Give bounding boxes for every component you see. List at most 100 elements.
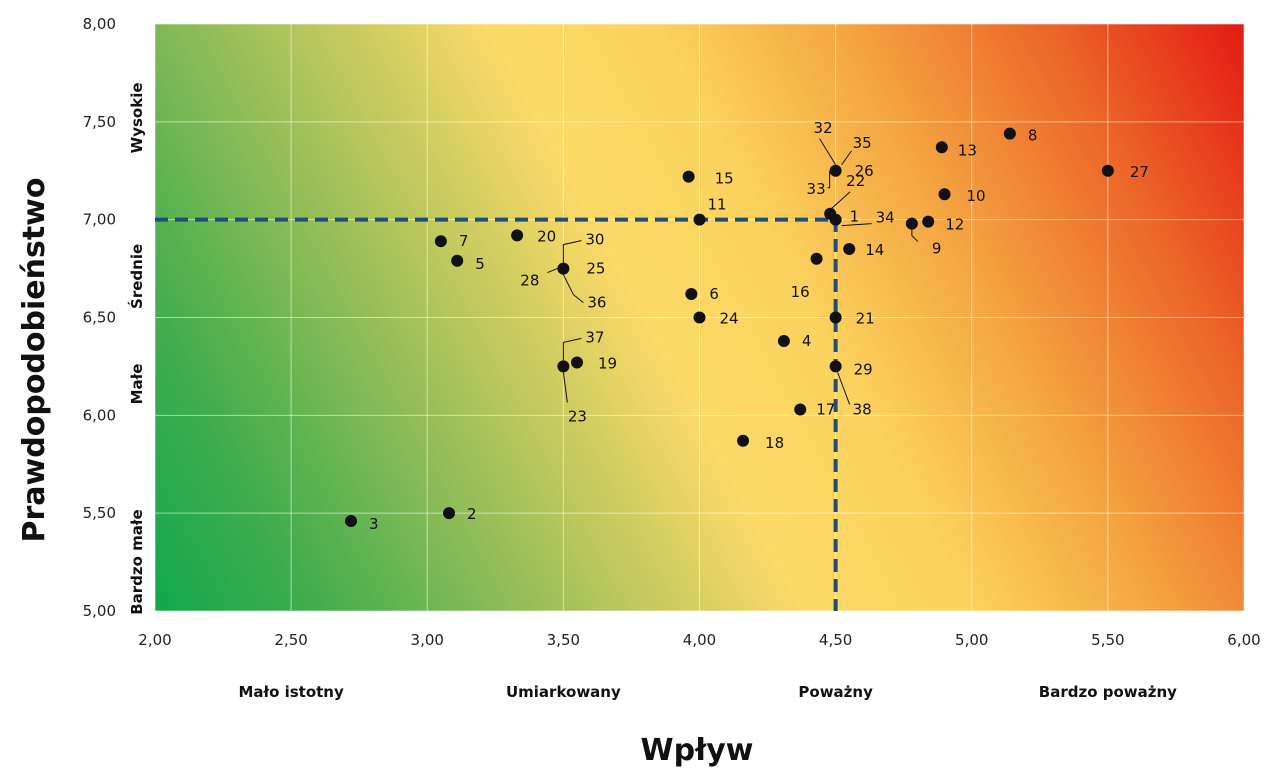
data-point	[777, 334, 790, 347]
leader-line	[829, 191, 851, 211]
y-axis-ticks: 5,00 5,50 6,00 6,50 7,00 7,50 8,00	[83, 15, 116, 620]
point-labels: 1234567891011121314151617181920212223242…	[369, 119, 1149, 533]
point-label: 29	[854, 360, 873, 378]
point-label: 24	[720, 310, 739, 328]
data-points	[345, 127, 1114, 527]
data-point	[1003, 127, 1016, 140]
x-axis-ticks: 2,00 2,50 3,00 3,50 4,00 4,50 5,00 5,50 6,00	[138, 631, 1260, 649]
data-point	[693, 213, 706, 226]
data-point	[829, 164, 842, 177]
leader-line	[827, 170, 831, 189]
point-label: 20	[537, 227, 556, 245]
leader-line	[562, 337, 582, 361]
x-tick-label: 2,00	[138, 631, 171, 649]
y-axis-title: Prawdopodobieństwo	[17, 178, 52, 543]
y-tick-label: 8,00	[83, 15, 116, 33]
point-label: 15	[715, 170, 734, 188]
point-label: 33	[807, 180, 826, 198]
point-label: 23	[568, 407, 587, 425]
point-label: 5	[475, 255, 485, 273]
leader-line	[562, 372, 568, 403]
data-point	[434, 235, 447, 248]
data-point	[557, 360, 570, 373]
leader-line	[562, 240, 582, 263]
data-point	[451, 254, 464, 267]
point-label: 2	[467, 505, 477, 523]
x-axis-title: Wpływ	[641, 733, 754, 768]
x-axis-categories: Mało istotny Umiarkowany Poważny Bardzo pow…	[238, 683, 1177, 701]
data-point	[938, 188, 951, 201]
data-point	[685, 288, 698, 301]
y-axis-categories: Bardzo małe Małe Średnie Wysokie	[127, 82, 146, 614]
point-label: 38	[853, 400, 872, 418]
data-point	[843, 243, 856, 256]
leader-line	[837, 372, 851, 405]
data-point	[905, 217, 918, 230]
data-point	[922, 215, 935, 228]
point-label: 11	[708, 196, 727, 214]
point-label: 14	[865, 241, 884, 259]
y-tick-label: 7,50	[83, 113, 116, 131]
leader-line	[841, 223, 872, 227]
point-label: 28	[520, 272, 539, 290]
point-label: 34	[876, 209, 895, 227]
point-label: 16	[791, 283, 810, 301]
point-label: 26	[855, 162, 874, 180]
point-label: 17	[816, 400, 835, 418]
x-category-label: Bardzo poważny	[1039, 683, 1177, 701]
y-category-label: Wysokie	[128, 82, 146, 153]
y-tick-label: 5,00	[83, 602, 116, 620]
point-label: 18	[765, 434, 784, 452]
point-label: 35	[853, 134, 872, 152]
point-label: 1	[850, 208, 860, 226]
point-label: 36	[587, 294, 606, 312]
x-tick-label: 4,50	[819, 631, 852, 649]
data-point	[693, 311, 706, 324]
point-label: 6	[709, 285, 719, 303]
data-point	[570, 356, 583, 369]
point-label: 30	[585, 231, 604, 249]
point-label: 19	[598, 355, 617, 373]
data-point	[810, 252, 823, 265]
x-tick-label: 5,00	[955, 631, 988, 649]
point-label: 13	[958, 141, 977, 159]
leader-line	[562, 274, 584, 303]
point-label: 10	[967, 187, 986, 205]
x-tick-label: 3,00	[411, 631, 444, 649]
point-label: 32	[814, 119, 833, 137]
y-tick-label: 7,00	[83, 211, 116, 229]
y-category-label: Średnie	[127, 244, 146, 309]
data-point	[1101, 164, 1114, 177]
point-label: 12	[945, 216, 964, 234]
y-category-label: Małe	[128, 364, 146, 405]
data-point	[557, 262, 570, 275]
data-point	[829, 311, 842, 324]
leader-line	[547, 268, 558, 274]
data-point	[443, 507, 456, 520]
point-label: 4	[802, 332, 812, 350]
y-tick-label: 6,50	[83, 309, 116, 327]
data-point	[935, 141, 948, 154]
x-tick-label: 2,50	[274, 631, 307, 649]
point-label: 9	[932, 240, 942, 258]
x-category-label: Poważny	[798, 683, 873, 701]
x-category-label: Umiarkowany	[506, 683, 621, 701]
point-label: 8	[1028, 127, 1038, 145]
point-label: 37	[585, 328, 604, 346]
data-point	[829, 360, 842, 373]
y-tick-label: 5,50	[83, 504, 116, 522]
data-point	[794, 403, 807, 416]
point-label: 22	[846, 172, 865, 190]
data-point	[682, 170, 695, 183]
x-tick-label: 4,00	[683, 631, 716, 649]
y-tick-label: 6,00	[83, 406, 116, 424]
x-category-label: Mało istotny	[238, 683, 344, 701]
x-tick-label: 3,50	[547, 631, 580, 649]
leader-line	[911, 229, 919, 242]
point-label: 21	[856, 310, 875, 328]
label-leader-lines	[547, 138, 919, 405]
point-label: 25	[586, 260, 605, 278]
leader-line	[841, 150, 853, 166]
point-label: 3	[369, 515, 379, 533]
x-tick-label: 6,00	[1227, 631, 1260, 649]
